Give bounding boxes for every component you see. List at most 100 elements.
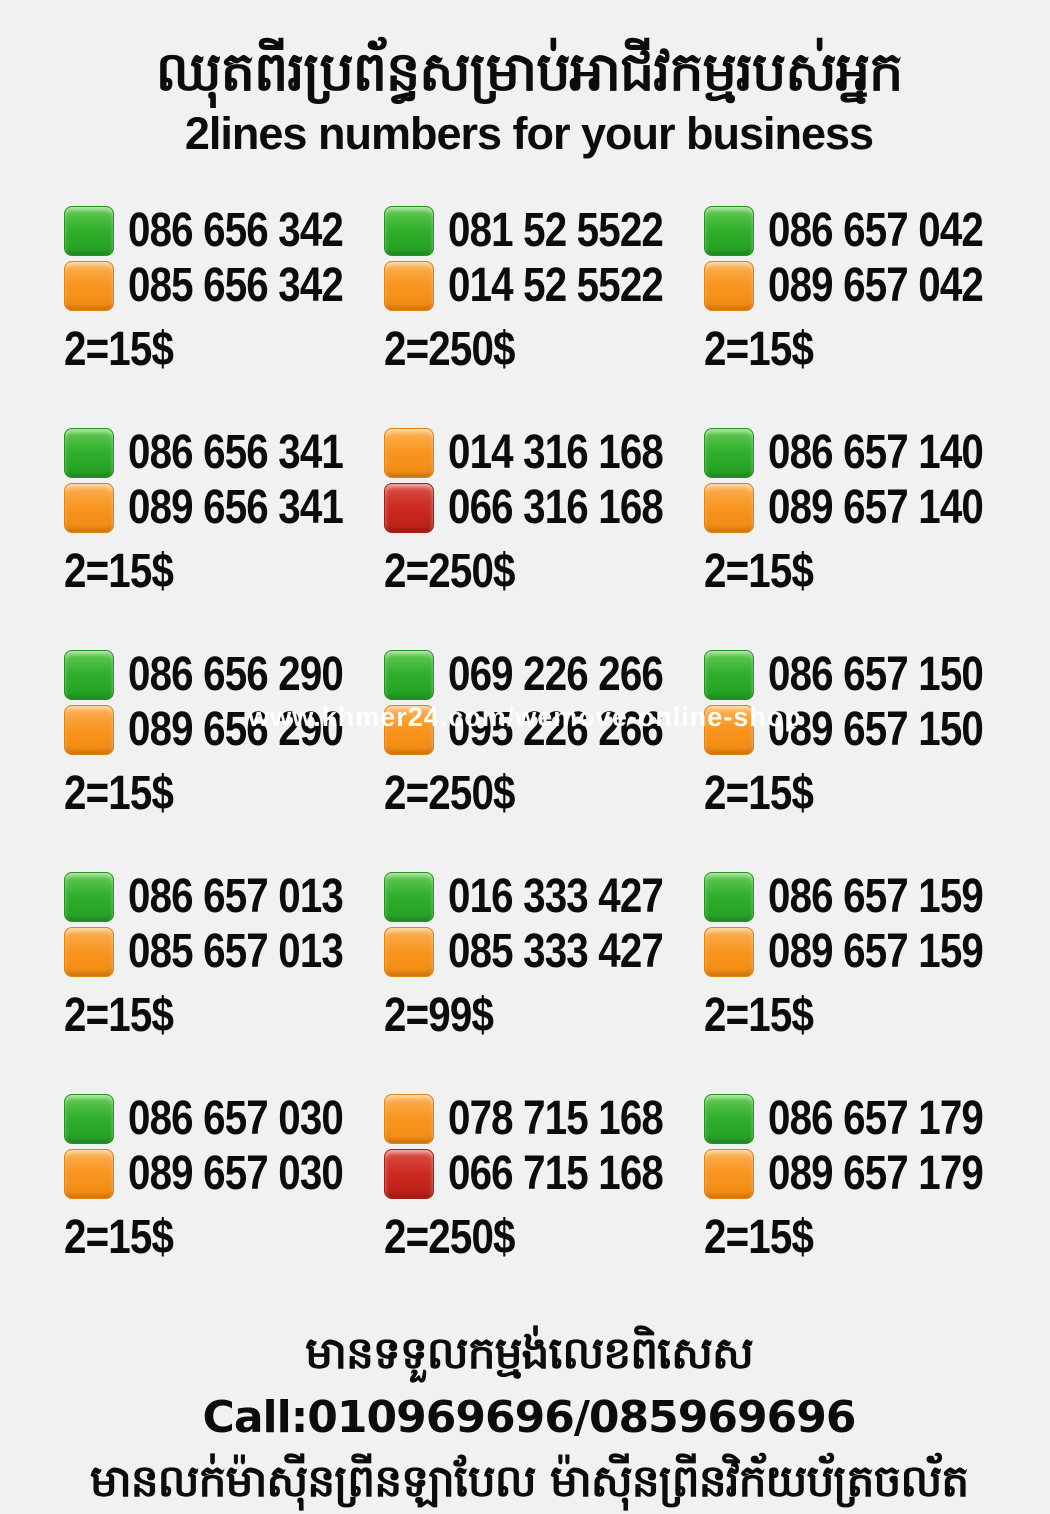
offer-line-1: 086 657 140 <box>704 426 1024 480</box>
sim2-phone-number: 089 657 030 <box>128 1147 344 1201</box>
sim1-phone-number: 086 657 030 <box>128 1092 344 1146</box>
offer-price: 2=15$ <box>64 326 384 374</box>
offer-line-2: 089 657 042 <box>704 259 1024 313</box>
sim1-phone-number: 086 657 179 <box>768 1092 984 1146</box>
offer-price-text: 2=15$ <box>704 545 814 599</box>
sim2-phone-number: 014 52 5522 <box>448 259 664 313</box>
offer-card: 086 657 159 089 657 159 2=15$ <box>704 872 1024 1040</box>
offer-price: 2=15$ <box>64 548 384 596</box>
offer-price: 2=250$ <box>384 770 704 818</box>
offer-line-1: 086 657 013 <box>64 872 384 923</box>
offer-price-text: 2=250$ <box>384 323 515 377</box>
sim2-phone-number: 085 657 013 <box>128 925 344 979</box>
offer-price-text: 2=250$ <box>384 545 515 599</box>
offer-line-1: 086 657 150 <box>704 648 1024 702</box>
offer-line-2: 089 656 341 <box>64 483 384 534</box>
offer-card: 014 316 168 066 316 168 2=250$ <box>384 428 704 596</box>
sim1-color-chip <box>704 206 754 257</box>
sim1-phone-number: 086 657 150 <box>768 648 984 702</box>
offer-line-1: 086 657 159 <box>704 872 1024 923</box>
sim2-phone-number: 095 226 266 <box>448 703 664 757</box>
sim2-phone-number: 066 715 168 <box>448 1147 664 1201</box>
offer-line-2: 095 226 266 <box>384 703 704 757</box>
offer-card: 086 657 030 089 657 030 2=15$ <box>64 1094 384 1262</box>
offer-card: 086 657 013 085 657 013 2=15$ <box>64 872 384 1040</box>
offer-price-text: 2=250$ <box>384 767 515 821</box>
sim1-phone-number: 016 333 427 <box>448 870 664 924</box>
offer-price: 2=15$ <box>64 1214 384 1262</box>
offer-line-2: 089 657 150 <box>704 705 1024 756</box>
sim2-color-chip <box>384 1149 434 1200</box>
sim1-phone-number: 086 656 290 <box>128 648 344 702</box>
sim1-phone-number: 086 657 140 <box>768 426 984 480</box>
sim2-color-chip <box>704 1149 754 1200</box>
offer-card: 086 657 042 089 657 042 2=15$ <box>704 206 1024 374</box>
offer-line-1: 078 715 168 <box>384 1092 704 1146</box>
sim1-phone-number: 081 52 5522 <box>448 204 664 258</box>
offer-line-2: 014 52 5522 <box>384 259 704 313</box>
sim1-color-chip <box>384 1094 434 1145</box>
sim2-color-chip <box>704 705 754 756</box>
sim2-phone-number: 089 657 042 <box>768 259 984 313</box>
sim1-phone-number: 086 656 342 <box>128 204 344 258</box>
offer-card: 081 52 5522 014 52 5522 2=250$ <box>384 206 704 374</box>
offer-line-2: 089 656 290 <box>64 705 384 756</box>
offer-price: 2=99$ <box>384 992 704 1040</box>
sim1-color-chip <box>384 428 434 479</box>
sim1-phone-number: 078 715 168 <box>448 1092 664 1146</box>
offer-card: 078 715 168 066 715 168 2=250$ <box>384 1094 704 1262</box>
sim1-phone-number: 086 657 042 <box>768 204 984 258</box>
sim1-color-chip <box>704 872 754 923</box>
offer-price: 2=15$ <box>704 548 1024 596</box>
sim2-color-chip <box>64 483 114 534</box>
sim1-color-chip <box>64 650 114 701</box>
offer-price-text: 2=15$ <box>64 1211 174 1265</box>
offer-price-text: 2=15$ <box>704 989 814 1043</box>
offer-card: 086 657 140 089 657 140 2=15$ <box>704 428 1024 596</box>
sim2-color-chip <box>704 927 754 978</box>
offer-price: 2=250$ <box>384 1214 704 1262</box>
page-subtitle: 2lines numbers for your business <box>184 107 874 159</box>
offer-line-1: 086 657 179 <box>704 1092 1024 1146</box>
offer-line-2: 089 657 140 <box>704 483 1024 534</box>
sim2-color-chip <box>384 483 434 534</box>
offer-line-2: 085 657 013 <box>64 925 384 979</box>
sim1-color-chip <box>384 872 434 923</box>
offer-price-text: 2=15$ <box>704 767 814 821</box>
offer-price-text: 2=15$ <box>64 989 174 1043</box>
offer-price: 2=15$ <box>704 326 1024 374</box>
offer-price: 2=250$ <box>384 548 704 596</box>
offer-line-1: 014 316 168 <box>384 426 704 480</box>
sim1-color-chip <box>704 650 754 701</box>
offer-line-1: 016 333 427 <box>384 870 704 924</box>
offer-line-2: 085 333 427 <box>384 925 704 979</box>
offer-price-text: 2=15$ <box>64 767 174 821</box>
offer-line-1: 086 656 342 <box>64 204 384 258</box>
offer-line-1: 081 52 5522 <box>384 204 704 258</box>
offer-card: 086 656 341 089 656 341 2=15$ <box>64 428 384 596</box>
sim1-color-chip <box>64 428 114 479</box>
offer-line-2: 066 715 168 <box>384 1147 704 1201</box>
offer-line-1: 069 226 266 <box>384 648 704 702</box>
sim2-color-chip <box>384 705 434 756</box>
offer-line-1: 086 656 341 <box>64 426 384 480</box>
offer-price: 2=15$ <box>64 770 384 818</box>
sim2-phone-number: 089 657 159 <box>768 925 984 979</box>
sim1-phone-number: 086 656 341 <box>128 426 344 480</box>
footer: មានទទួលកម្មង់លេខពិសេស Call:010969696/085… <box>64 1322 994 1513</box>
offer-line-2: 085 656 342 <box>64 259 384 313</box>
sim2-color-chip <box>384 261 434 312</box>
offer-price-text: 2=99$ <box>384 989 494 1043</box>
offer-line-2: 089 657 179 <box>704 1149 1024 1200</box>
sim2-color-chip <box>64 261 114 312</box>
offer-price-text: 2=15$ <box>704 1211 814 1265</box>
sim1-color-chip <box>704 1094 754 1145</box>
sim2-color-chip <box>64 927 114 978</box>
sim1-color-chip <box>384 650 434 701</box>
offers-grid: 086 656 342 085 656 342 2=15$ 081 52 552… <box>64 206 994 1262</box>
sim1-phone-number: 069 226 266 <box>448 648 664 702</box>
offer-price-text: 2=250$ <box>384 1211 515 1265</box>
sim2-phone-number: 085 656 342 <box>128 259 344 313</box>
sim2-phone-number: 085 333 427 <box>448 925 664 979</box>
sim1-phone-number: 014 316 168 <box>448 426 664 480</box>
